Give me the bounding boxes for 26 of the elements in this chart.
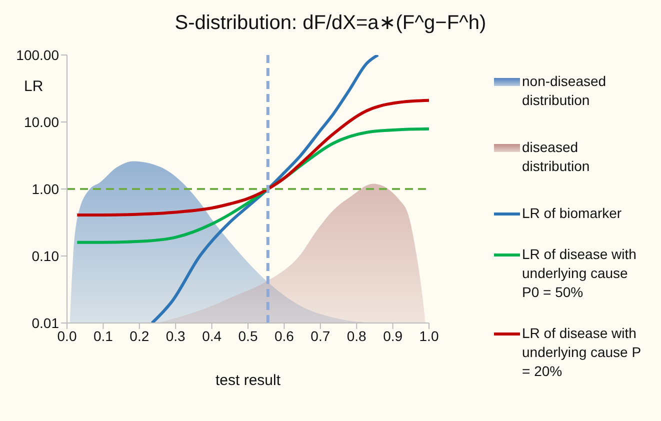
y-tick-label: 0.10 xyxy=(32,248,60,264)
x-tick-label: 0.9 xyxy=(383,328,403,344)
y-tick-label: 100.00 xyxy=(16,46,60,63)
x-tick-label: 0.6 xyxy=(274,328,294,344)
legend-label: non-diseased distribution xyxy=(522,72,608,110)
x-tick-label: 0.1 xyxy=(93,328,114,344)
y-tick-label: 1.00 xyxy=(32,180,60,197)
x-tick-label: 0.5 xyxy=(238,328,258,344)
x-tick-label: 0.8 xyxy=(346,328,367,344)
legend-label: diseased distribution xyxy=(522,138,591,176)
line-series xyxy=(150,55,380,323)
line-series xyxy=(76,98,429,216)
legend-label: LR of disease with underlying cause P = 20% xyxy=(522,324,642,381)
x-tick-label: 0.2 xyxy=(130,328,150,344)
chart-title: S-distribution: dF/dX=a∗(F^g−F^h) xyxy=(174,12,486,34)
legend-label: LR of disease with underlying cause P0 = 50% xyxy=(522,245,638,302)
x-tick-label: 1.0 xyxy=(419,328,439,344)
x-axis-title: test result xyxy=(214,372,282,389)
x-tick-label: 0.0 xyxy=(57,328,77,344)
x-tick-label: 0.7 xyxy=(310,328,330,344)
legend-label: LR of biomarker xyxy=(522,204,623,223)
y-tick-label: 0.01 xyxy=(32,314,60,331)
x-tick-label: 0.3 xyxy=(166,328,186,344)
x-tick-label: 0.4 xyxy=(202,328,222,344)
y-tick-label: 10.00 xyxy=(24,114,60,130)
y-axis-title: LR xyxy=(24,78,44,95)
